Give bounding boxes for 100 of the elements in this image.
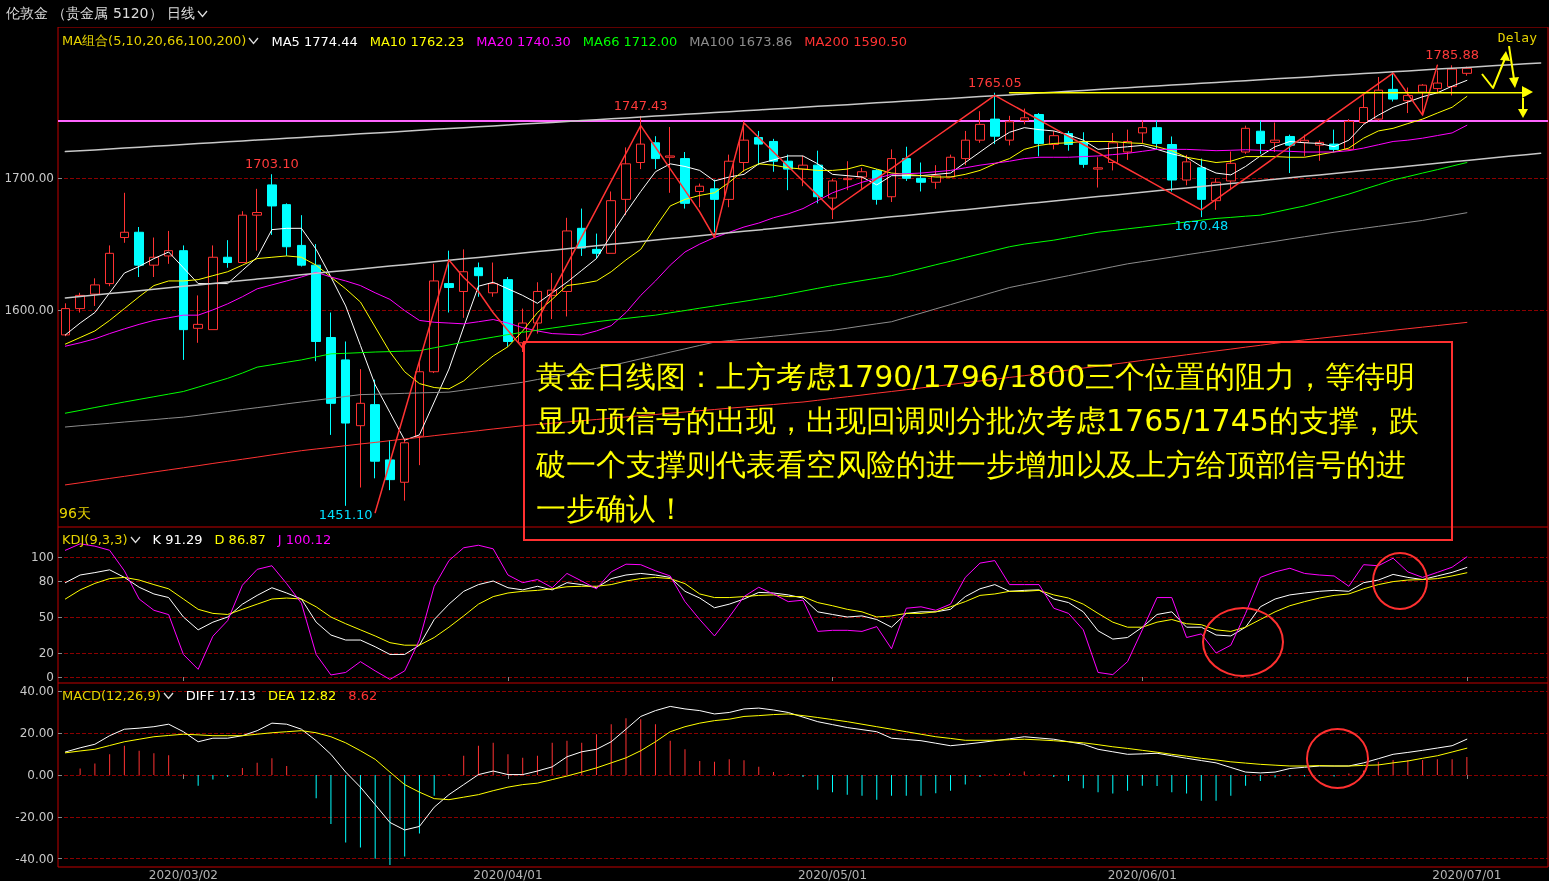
annotation: 1785.88 bbox=[1425, 47, 1479, 63]
text: MA100 1673.86 bbox=[689, 33, 793, 49]
annotation: 96天 bbox=[59, 505, 91, 523]
candlestick bbox=[828, 178, 837, 220]
annotation: 1703.10 bbox=[245, 156, 299, 172]
candlestick bbox=[208, 244, 218, 331]
candlestick bbox=[370, 379, 380, 479]
candlestick bbox=[857, 167, 867, 190]
candlestick bbox=[798, 155, 808, 187]
annotation: Delay bbox=[1497, 30, 1537, 45]
y-tick-label: 0 bbox=[46, 670, 54, 684]
candlestick bbox=[1182, 154, 1191, 186]
text: MA5 1774.44 bbox=[271, 33, 358, 49]
x-tick-label: 2020/05/01 bbox=[797, 868, 868, 881]
x-tick-label: 2020/07/01 bbox=[1432, 868, 1502, 881]
annotation: 1670.48 bbox=[1174, 218, 1229, 234]
y-tick-label: 50 bbox=[38, 610, 54, 624]
text: D 86.87 bbox=[214, 532, 266, 547]
line-series bbox=[64, 572, 1468, 646]
candlestick bbox=[1138, 119, 1147, 144]
y-tick-label: 1700.00 bbox=[4, 171, 54, 186]
y-tick-label: -40.00 bbox=[15, 851, 54, 866]
x-tick-label: 2020/03/02 bbox=[148, 868, 218, 881]
x-tick-label: 2020/04/01 bbox=[473, 868, 543, 881]
candlestick bbox=[341, 340, 350, 507]
candlestick bbox=[961, 130, 970, 166]
candlestick bbox=[1167, 135, 1177, 192]
text: K 91.29 bbox=[152, 532, 203, 547]
y-tick-label: 100 bbox=[31, 550, 54, 564]
text: MA200 1590.50 bbox=[804, 33, 908, 49]
text: MA66 1712.00 bbox=[582, 33, 678, 49]
legend-title: MA组合(5,10,20,66,100,200) bbox=[62, 32, 248, 50]
line-series bbox=[64, 62, 1542, 153]
candlestick bbox=[739, 120, 749, 173]
series-label: DIFF 17.13 bbox=[185, 688, 256, 703]
line-series bbox=[64, 705, 1468, 831]
candlestick bbox=[606, 190, 616, 254]
candlestick bbox=[636, 115, 645, 170]
annotation: 1747.43 bbox=[613, 97, 668, 113]
candlestick bbox=[1020, 108, 1029, 125]
candlestick bbox=[134, 226, 144, 278]
text: MA10 1762.23 bbox=[369, 33, 465, 49]
candlestick bbox=[1005, 115, 1014, 146]
candlestick bbox=[1197, 158, 1206, 218]
candlestick bbox=[1270, 122, 1280, 153]
candlestick bbox=[223, 239, 232, 269]
candlestick bbox=[326, 312, 336, 436]
candlestick bbox=[311, 243, 321, 362]
candlestick bbox=[975, 110, 985, 144]
candlestick bbox=[1152, 119, 1162, 150]
candlestick bbox=[1034, 112, 1044, 157]
candlestick bbox=[1447, 64, 1457, 96]
candlestick bbox=[297, 214, 306, 267]
candlestick bbox=[444, 250, 454, 314]
candlestick bbox=[459, 248, 468, 319]
annotation: 1451.10 bbox=[318, 506, 373, 522]
y-tick-label: 80 bbox=[38, 574, 54, 588]
candlestick bbox=[193, 294, 203, 344]
candlestick bbox=[665, 126, 675, 194]
candlestick bbox=[179, 244, 188, 361]
candlestick bbox=[238, 210, 247, 264]
candlestick bbox=[1256, 120, 1265, 155]
candlestick bbox=[75, 292, 85, 314]
candlestick bbox=[415, 360, 424, 466]
candlestick bbox=[695, 183, 704, 208]
y-tick-label: 1600.00 bbox=[4, 302, 54, 317]
y-tick-label: 20.00 bbox=[19, 726, 54, 741]
line-series bbox=[64, 79, 1468, 441]
line-series bbox=[64, 152, 1542, 299]
candlestick bbox=[252, 188, 262, 252]
candlestick bbox=[488, 262, 498, 298]
line-series bbox=[64, 713, 1468, 801]
candlestick bbox=[1462, 66, 1472, 77]
legend-title: MACD(12,26,9) bbox=[62, 688, 162, 703]
candlestick bbox=[621, 146, 631, 216]
candlestick bbox=[474, 262, 483, 298]
candlestick bbox=[843, 160, 852, 191]
candlestick bbox=[1226, 150, 1236, 191]
candlestick bbox=[503, 276, 513, 348]
annotation: 1765.05 bbox=[967, 74, 1022, 90]
candlestick bbox=[282, 202, 291, 257]
candlestick bbox=[1241, 125, 1250, 155]
chart-title: 伦敦金 （贵金属 5120） 日线 bbox=[6, 5, 196, 23]
candlestick bbox=[105, 244, 114, 287]
y-tick-label: 40.00 bbox=[19, 684, 54, 699]
x-tick-label: 2020/06/01 bbox=[1107, 868, 1177, 881]
line-series bbox=[64, 124, 1468, 347]
y-tick-label: -20.00 bbox=[15, 809, 54, 824]
candlestick bbox=[90, 277, 100, 307]
line-series bbox=[64, 95, 1468, 390]
candlestick bbox=[990, 92, 1000, 145]
candlestick bbox=[592, 233, 601, 260]
line-series bbox=[64, 566, 1468, 655]
candlestick bbox=[1418, 83, 1427, 115]
legend-title: KDJ(9,3,3) bbox=[62, 532, 129, 547]
candlestick bbox=[813, 150, 823, 204]
candlestick bbox=[120, 192, 129, 244]
candlestick bbox=[267, 173, 277, 236]
y-tick-label: 20 bbox=[38, 646, 54, 660]
candlestick bbox=[916, 162, 926, 192]
